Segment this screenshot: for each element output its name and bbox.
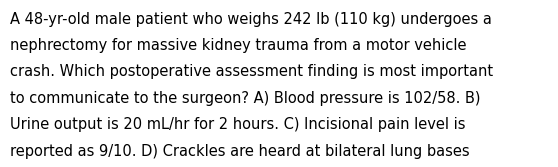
Text: reported as 9/10. D) Crackles are heard at bilateral lung bases: reported as 9/10. D) Crackles are heard … [10,144,470,159]
Text: to communicate to the surgeon? A) Blood pressure is 102/58. B): to communicate to the surgeon? A) Blood … [10,91,480,106]
Text: Urine output is 20 mL/hr for 2 hours. C) Incisional pain level is: Urine output is 20 mL/hr for 2 hours. C)… [10,117,465,132]
Text: A 48-yr-old male patient who weighs 242 lb (110 kg) undergoes a: A 48-yr-old male patient who weighs 242 … [10,12,492,27]
Text: nephrectomy for massive kidney trauma from a motor vehicle: nephrectomy for massive kidney trauma fr… [10,38,466,53]
Text: crash. Which postoperative assessment finding is most important: crash. Which postoperative assessment fi… [10,64,493,79]
